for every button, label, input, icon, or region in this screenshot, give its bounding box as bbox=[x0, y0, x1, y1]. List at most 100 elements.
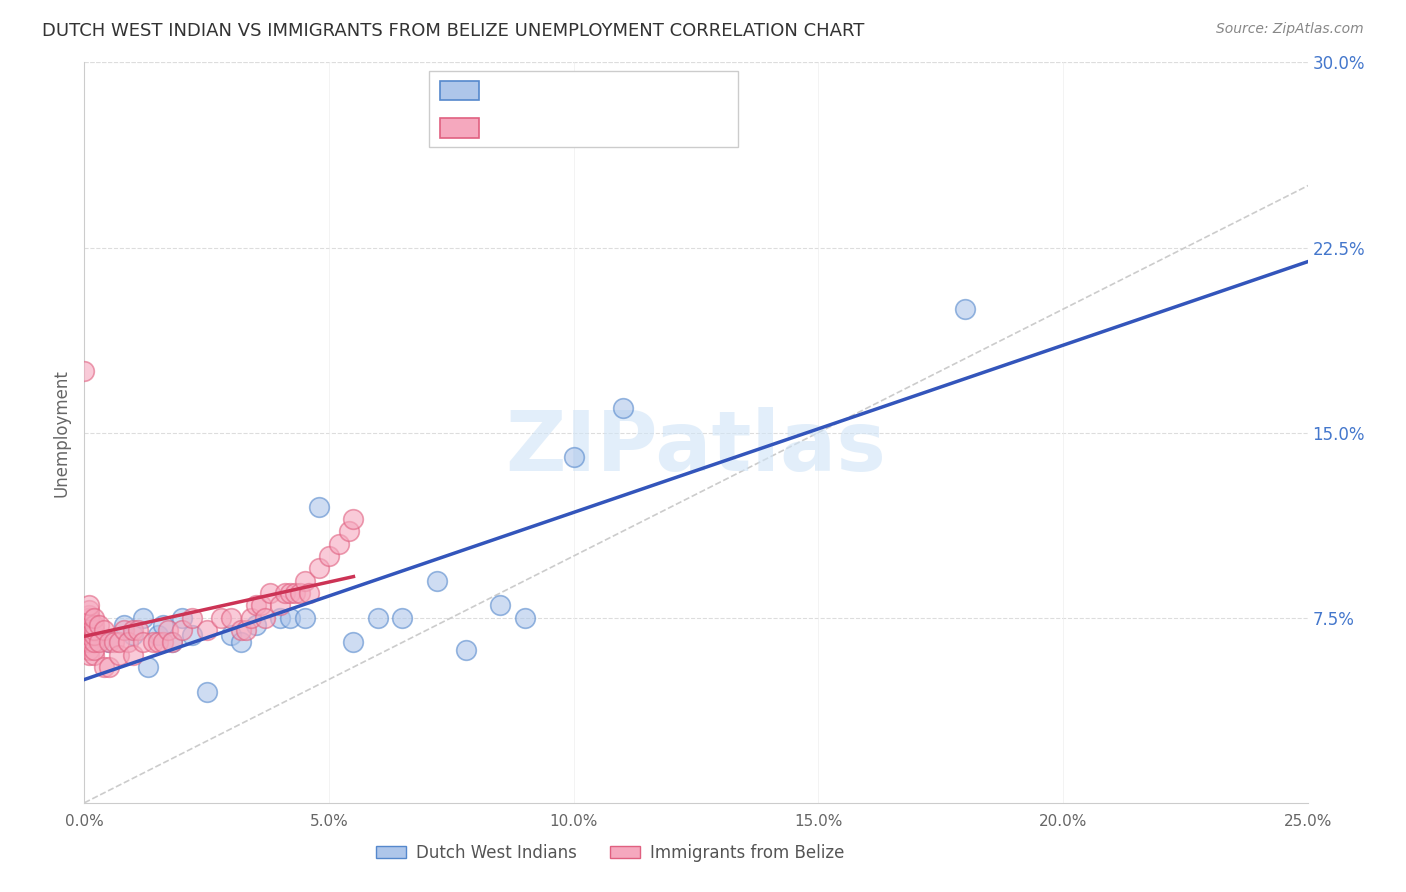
Point bbox=[146, 628, 169, 642]
Point bbox=[136, 660, 159, 674]
Point bbox=[97, 635, 120, 649]
Point bbox=[294, 574, 316, 588]
Point bbox=[83, 618, 105, 632]
Point bbox=[562, 450, 585, 465]
Point bbox=[269, 610, 291, 624]
Text: 28: 28 bbox=[626, 81, 648, 99]
Point bbox=[513, 610, 536, 624]
Point bbox=[328, 536, 350, 550]
Point bbox=[107, 648, 129, 662]
Point bbox=[294, 610, 316, 624]
Point bbox=[288, 586, 311, 600]
Point bbox=[77, 608, 100, 623]
Point bbox=[77, 628, 100, 642]
Point bbox=[117, 635, 139, 649]
Point bbox=[77, 603, 100, 617]
Point bbox=[195, 685, 218, 699]
Point bbox=[367, 610, 389, 624]
Point bbox=[308, 561, 330, 575]
Point bbox=[245, 599, 267, 613]
Point bbox=[97, 660, 120, 674]
Point bbox=[77, 635, 100, 649]
Text: 0.416: 0.416 bbox=[526, 120, 578, 137]
Text: ZIPatlas: ZIPatlas bbox=[506, 407, 886, 488]
Point bbox=[87, 635, 110, 649]
Point bbox=[219, 610, 242, 624]
Point bbox=[239, 610, 262, 624]
Point bbox=[107, 635, 129, 649]
Text: 0.553: 0.553 bbox=[526, 81, 578, 99]
Point bbox=[229, 623, 252, 637]
Point bbox=[122, 648, 145, 662]
Point bbox=[259, 586, 281, 600]
Point bbox=[87, 618, 110, 632]
Point bbox=[172, 610, 194, 624]
Point bbox=[953, 302, 976, 317]
Point bbox=[103, 635, 125, 649]
Point bbox=[612, 401, 634, 415]
Point bbox=[245, 618, 267, 632]
Text: R =: R = bbox=[488, 81, 524, 99]
Point bbox=[77, 642, 100, 657]
Y-axis label: Unemployment: Unemployment bbox=[52, 368, 70, 497]
Point bbox=[83, 628, 105, 642]
Point bbox=[93, 623, 115, 637]
Legend: Dutch West Indians, Immigrants from Belize: Dutch West Indians, Immigrants from Beli… bbox=[370, 838, 851, 869]
Point bbox=[426, 574, 449, 588]
Point bbox=[229, 635, 252, 649]
Point bbox=[83, 623, 105, 637]
Point bbox=[318, 549, 340, 563]
Point bbox=[112, 623, 135, 637]
Point bbox=[342, 635, 364, 649]
Text: DUTCH WEST INDIAN VS IMMIGRANTS FROM BELIZE UNEMPLOYMENT CORRELATION CHART: DUTCH WEST INDIAN VS IMMIGRANTS FROM BEL… bbox=[42, 22, 865, 40]
Point bbox=[83, 648, 105, 662]
Point bbox=[77, 623, 100, 637]
Point bbox=[274, 586, 297, 600]
Text: 66: 66 bbox=[626, 120, 648, 137]
Point bbox=[77, 610, 100, 624]
Point bbox=[172, 623, 194, 637]
Point bbox=[284, 586, 307, 600]
Point bbox=[278, 586, 301, 600]
Text: Source: ZipAtlas.com: Source: ZipAtlas.com bbox=[1216, 22, 1364, 37]
Point bbox=[235, 623, 257, 637]
Point bbox=[132, 610, 155, 624]
Point bbox=[97, 635, 120, 649]
Point bbox=[337, 524, 360, 539]
Point bbox=[195, 623, 218, 637]
Point bbox=[298, 586, 321, 600]
Point bbox=[83, 610, 105, 624]
Point bbox=[308, 500, 330, 514]
Point bbox=[112, 618, 135, 632]
Text: N =: N = bbox=[583, 81, 631, 99]
Point bbox=[249, 599, 271, 613]
Point bbox=[77, 610, 100, 624]
Point bbox=[122, 623, 145, 637]
Point bbox=[77, 648, 100, 662]
Point bbox=[162, 635, 184, 649]
Point bbox=[146, 635, 169, 649]
Point bbox=[93, 660, 115, 674]
Point bbox=[142, 635, 165, 649]
Point bbox=[83, 642, 105, 657]
Point bbox=[342, 512, 364, 526]
Point bbox=[77, 618, 100, 632]
Point bbox=[73, 635, 96, 649]
Point bbox=[73, 364, 96, 378]
Point bbox=[489, 599, 512, 613]
Point bbox=[156, 623, 179, 637]
Point bbox=[132, 635, 155, 649]
Point bbox=[83, 635, 105, 649]
Point bbox=[181, 610, 204, 624]
Point bbox=[181, 628, 204, 642]
Point bbox=[219, 628, 242, 642]
Point bbox=[269, 599, 291, 613]
Point bbox=[278, 610, 301, 624]
Point bbox=[152, 618, 174, 632]
Point bbox=[77, 599, 100, 613]
Point bbox=[77, 635, 100, 649]
Text: R =: R = bbox=[488, 120, 524, 137]
Point bbox=[152, 635, 174, 649]
Point bbox=[77, 610, 100, 624]
Text: N =: N = bbox=[583, 120, 631, 137]
